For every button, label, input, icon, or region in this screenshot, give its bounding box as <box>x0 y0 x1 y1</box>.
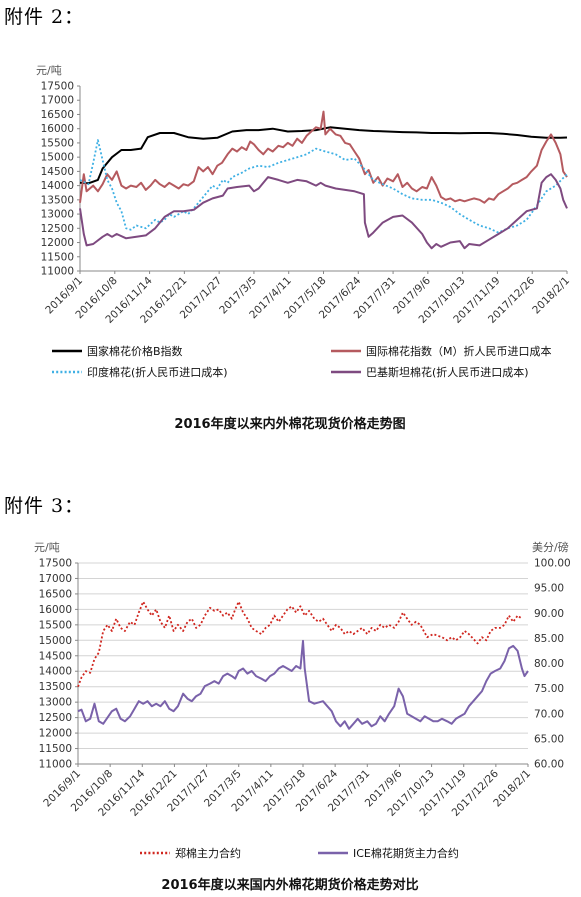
legend-label: ICE棉花期货主力合约 <box>353 846 459 860</box>
y-tick-label: 11500 <box>39 743 72 755</box>
legend-label: 国家棉花价格B指数 <box>87 344 183 358</box>
attachment-2-heading: 附件 2： <box>4 6 85 28</box>
y-tick-label: 12000 <box>41 237 74 249</box>
y-tick-label: 14500 <box>41 166 74 178</box>
y2-tick-label: 85.00 <box>534 633 564 645</box>
y2-tick-label: 60.00 <box>534 759 564 771</box>
y-tick-label: 15500 <box>39 619 72 631</box>
y-tick-label: 17500 <box>39 558 72 570</box>
y-tick-label: 14500 <box>39 650 72 662</box>
attachment-3-heading: 附件 3： <box>4 495 85 517</box>
y-tick-label: 14000 <box>39 666 72 678</box>
y-tick-label: 15000 <box>41 152 74 164</box>
y2-tick-label: 95.00 <box>534 583 564 595</box>
y-tick-label: 13500 <box>39 681 72 693</box>
series-line-2 <box>77 639 529 730</box>
y2-axis-unit: 美分/磅 <box>532 540 569 554</box>
y-tick-label: 14000 <box>41 180 74 192</box>
y-tick-label: 17000 <box>41 95 74 107</box>
y-axis-unit: 元/吨 <box>36 64 62 77</box>
series-line-1 <box>77 600 523 688</box>
y-tick-label: 13000 <box>39 697 72 709</box>
legend-label: 印度棉花(折人民币进口成本) <box>87 365 228 379</box>
y-tick-label: 13000 <box>41 209 74 221</box>
y-tick-label: 13500 <box>41 194 74 206</box>
y-tick-label: 15000 <box>39 635 72 647</box>
y-tick-label: 12500 <box>41 223 74 235</box>
y2-tick-label: 65.00 <box>534 733 564 745</box>
y-tick-label: 12500 <box>39 712 72 724</box>
y-tick-label: 16500 <box>41 109 74 121</box>
y-tick-label: 11500 <box>41 251 74 263</box>
series-line-1 <box>79 126 568 185</box>
y-tick-label: 16000 <box>41 123 74 135</box>
spot-price-chart: 元/吨 11000 11500 12000 12500 13000 13500 14000 14… <box>36 64 572 432</box>
series-line-3 <box>79 139 568 234</box>
y-tick-label: 11000 <box>41 266 74 278</box>
y2-tick-label: 70.00 <box>534 708 564 720</box>
y-tick-label: 16500 <box>39 588 72 600</box>
chart-title: 2016年度以来国内外棉花期货价格走势对比 <box>161 877 418 893</box>
y2-tick-label: 90.00 <box>534 608 564 620</box>
y2-tick-label: 75.00 <box>534 683 564 695</box>
legend-label: 巴基斯坦棉花(折人民币进口成本) <box>366 365 529 379</box>
y2-tick-label: 100.00 <box>534 558 571 570</box>
series-line-4 <box>79 173 568 250</box>
x-tick-label: 2018/2/1 <box>530 275 572 317</box>
futures-price-chart: 元/吨 美分/磅 11000 11500 12000 12500 13000 13500 140… <box>34 540 571 893</box>
y-tick-label: 11000 <box>39 759 72 771</box>
y-tick-label: 12000 <box>39 728 72 740</box>
y2-tick-label: 80.00 <box>534 658 564 670</box>
y-tick-label: 15500 <box>41 137 74 149</box>
legend-label: 国际棉花指数（M）折人民币进口成本 <box>366 344 552 358</box>
legend-label: 郑棉主力合约 <box>175 846 241 860</box>
y-axis-unit: 元/吨 <box>34 541 60 554</box>
y-tick-label: 17000 <box>39 573 72 585</box>
y-tick-label: 16000 <box>39 604 72 616</box>
y-tick-label: 17500 <box>41 81 74 93</box>
chart-title: 2016年度以来内外棉花现货价格走势图 <box>174 416 405 432</box>
series-line-2 <box>79 110 568 204</box>
